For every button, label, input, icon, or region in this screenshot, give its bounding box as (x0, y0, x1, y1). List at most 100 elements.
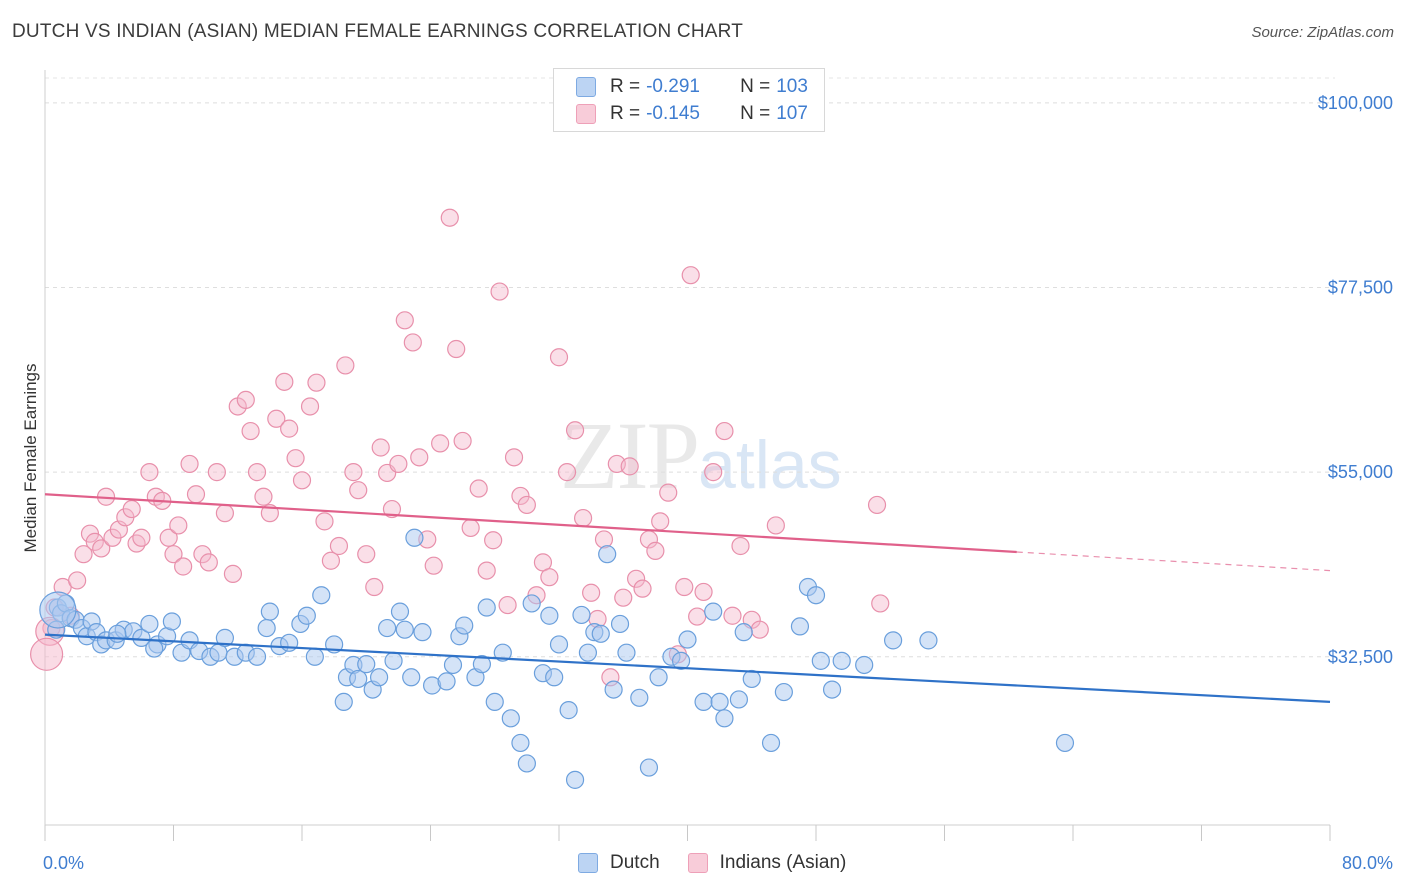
indian-trend-line-extension (1016, 551, 1331, 572)
indian-point (447, 339, 466, 359)
dutch-point (305, 647, 324, 666)
dutch-point (578, 643, 598, 662)
dutch-point (710, 692, 729, 712)
indian-point (511, 486, 530, 506)
dutch-point (437, 672, 456, 691)
indian-point (431, 434, 450, 453)
indian-point (159, 528, 178, 547)
indian-point (92, 539, 111, 558)
indian-point (292, 471, 312, 490)
indian-point (223, 564, 243, 583)
indian-point (280, 419, 299, 438)
dutch-point (522, 594, 541, 613)
legend-r-label: R = (610, 103, 641, 124)
dutch-point (334, 692, 353, 712)
indian-point (140, 463, 159, 482)
dutch-point (140, 614, 159, 634)
indian-point (349, 481, 368, 500)
indian-point (424, 556, 443, 575)
indian-point (694, 582, 713, 602)
indian-point (731, 536, 750, 556)
indian-point (403, 333, 422, 352)
dutch-point (790, 617, 810, 636)
dutch-point (540, 606, 559, 625)
indian-point (286, 449, 305, 468)
dutch-trend-line (44, 633, 1331, 704)
dutch-point (1055, 733, 1075, 753)
indian-point (169, 516, 188, 535)
indian-points (30, 208, 890, 687)
indian-point (300, 397, 320, 416)
dutch-point (215, 628, 234, 647)
indian-point (215, 504, 234, 523)
dutch-point (297, 606, 316, 625)
indian-point (357, 545, 376, 564)
indian-point (315, 512, 334, 531)
y-tick-label: $77,500 (1328, 277, 1393, 297)
indian-point (626, 569, 646, 588)
series-label-indian: Indians (Asian) (719, 852, 847, 873)
dutch-point (598, 545, 617, 564)
x-tick-label: 80.0% (1342, 853, 1393, 873)
series-label-dutch: Dutch (610, 852, 660, 873)
indian-point (336, 356, 355, 375)
dutch-point (604, 680, 623, 699)
dutch-point (559, 701, 578, 720)
indian-point (122, 499, 141, 519)
dutch-point (715, 709, 734, 728)
indian-point (659, 483, 678, 502)
dutch-point (357, 655, 376, 674)
dutch-point (671, 651, 691, 670)
dutch-point (639, 758, 659, 777)
indian-point (715, 421, 734, 441)
indian-point (236, 390, 255, 410)
dutch-point (761, 733, 781, 753)
indian-point (207, 463, 226, 482)
indian-trend-line (44, 493, 1017, 554)
indian-point (247, 463, 267, 482)
dutch-point (312, 586, 331, 605)
indian-point (498, 595, 517, 615)
dutch-point (704, 602, 723, 621)
indian-point (164, 545, 183, 564)
dutch-point (811, 651, 830, 670)
indian-point (614, 588, 633, 607)
dutch-point (485, 692, 504, 712)
indian-point (199, 553, 218, 572)
indian-point (688, 607, 707, 626)
indian-point (469, 479, 488, 498)
dutch-point (477, 598, 496, 617)
dutch-point (734, 623, 753, 642)
dutch-point (742, 669, 761, 689)
dutch-point (384, 651, 403, 670)
indian-point (871, 594, 890, 613)
indian-point (675, 577, 694, 597)
dutch-point (395, 620, 414, 639)
legend-row-indian: R = -0.145 N = 107 (576, 101, 808, 127)
dutch-point (501, 709, 520, 728)
indian-point (704, 463, 723, 482)
dutch-point (472, 655, 491, 674)
dutch-point (855, 655, 874, 675)
series-legend-indian[interactable]: Indians (Asian) (687, 852, 847, 874)
legend-r-value: -0.291 (646, 76, 700, 97)
axes (44, 70, 1331, 841)
indian-point (30, 637, 64, 671)
indian-point (557, 463, 577, 482)
indian-point (517, 495, 536, 515)
dutch-point (511, 733, 530, 753)
dutch-point (443, 655, 463, 675)
legend-n-value: 107 (776, 103, 808, 124)
indian-point (549, 348, 569, 367)
dutch-point (378, 618, 397, 638)
dutch-point (919, 631, 938, 650)
series-legend-dutch[interactable]: Dutch (578, 852, 660, 874)
dutch-point (617, 643, 636, 662)
axis-labels: $32,500 $55,000 $77,500 $100,000 0.0% 80.0% Me… (21, 93, 1393, 873)
indian-point (646, 541, 665, 561)
indian-point (127, 534, 146, 553)
indian-point (410, 448, 429, 467)
indian-point (461, 518, 480, 538)
x-tick-label: 0.0% (43, 853, 84, 873)
indian-point (307, 373, 326, 392)
